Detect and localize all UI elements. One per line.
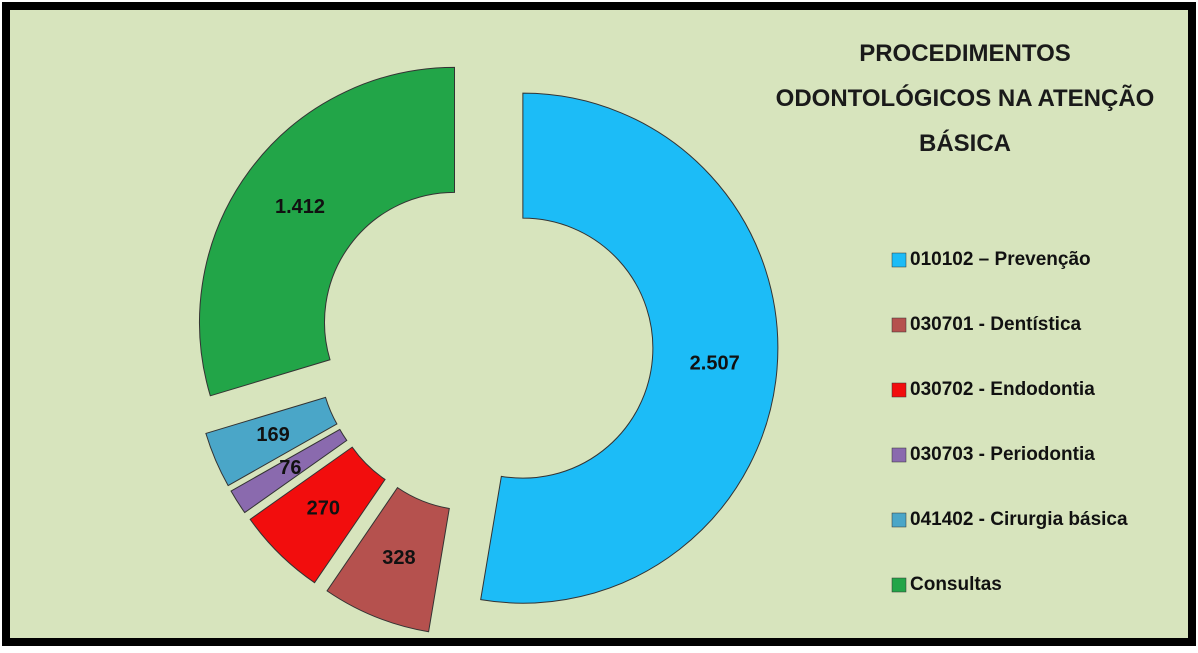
legend-label: 030701 - Dentística xyxy=(910,314,1082,335)
legend-marker xyxy=(891,512,907,528)
data-label: 1.412 xyxy=(275,196,325,218)
legend-marker xyxy=(891,577,907,593)
legend-marker xyxy=(891,317,907,333)
data-label: 76 xyxy=(279,457,301,479)
donut-segment xyxy=(249,446,386,584)
donut-segment xyxy=(230,428,348,514)
donut-segment xyxy=(480,92,779,604)
chart-title: PROCEDIMENTOS ODONTOLÓGICOS NA ATENÇÃO BÁS… xyxy=(776,40,1155,157)
legend-label: 030703 - Periodontia xyxy=(910,444,1095,465)
legend-label: Consultas xyxy=(910,574,1002,595)
legend-marker xyxy=(891,447,907,463)
donut-segment xyxy=(199,66,456,397)
legend-label: 041402 - Cirurgia básica xyxy=(910,509,1128,530)
donut-segment xyxy=(205,396,338,487)
data-label: 270 xyxy=(307,498,340,520)
legend-marker xyxy=(891,252,907,268)
donut-segment xyxy=(326,486,450,633)
data-label: 2.507 xyxy=(690,352,740,374)
data-label: 169 xyxy=(256,424,289,446)
legend-marker xyxy=(891,382,907,398)
legend-label: 030702 - Endodontia xyxy=(910,379,1095,400)
legend-label: 010102 – Prevenção xyxy=(910,249,1091,270)
data-label: 328 xyxy=(382,547,415,569)
